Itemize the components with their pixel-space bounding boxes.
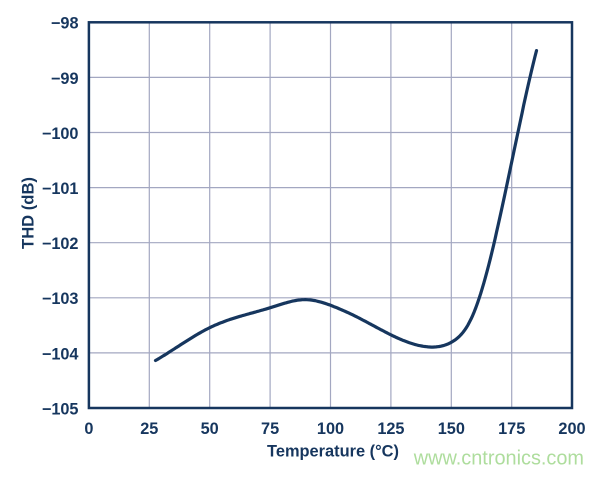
- svg-text:−102: −102: [42, 235, 79, 253]
- svg-text:0: 0: [84, 420, 93, 438]
- svg-text:125: 125: [377, 420, 404, 438]
- svg-text:−100: −100: [42, 125, 79, 143]
- svg-text:−98: −98: [51, 15, 79, 33]
- svg-text:150: 150: [438, 420, 465, 438]
- svg-text:−103: −103: [42, 290, 79, 308]
- svg-text:25: 25: [140, 420, 158, 438]
- svg-text:−104: −104: [42, 345, 79, 363]
- svg-text:200: 200: [558, 420, 585, 438]
- svg-text:75: 75: [261, 420, 279, 438]
- svg-text:−99: −99: [51, 70, 79, 88]
- svg-text:THD (dB): THD (dB): [19, 177, 38, 249]
- svg-text:www.cntronics.com: www.cntronics.com: [413, 448, 584, 470]
- svg-text:100: 100: [317, 420, 344, 438]
- svg-text:−101: −101: [42, 180, 79, 198]
- svg-text:−105: −105: [42, 400, 79, 418]
- svg-text:Temperature (°C): Temperature (°C): [267, 443, 399, 461]
- svg-text:175: 175: [498, 420, 525, 438]
- svg-text:50: 50: [201, 420, 219, 438]
